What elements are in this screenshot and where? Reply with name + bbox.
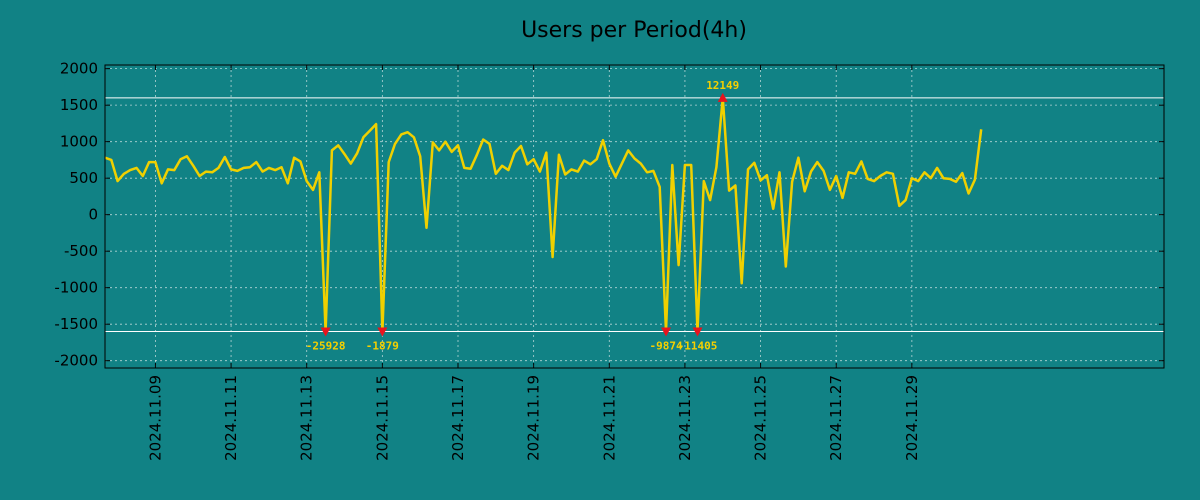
y-axis: 2000 1500 1000 500 0 -500 -1000 -1500 -2000: [54, 60, 1164, 370]
y-tick-label: -1000: [54, 279, 98, 297]
x-tick-label: 2024.11.15: [373, 375, 391, 461]
plot-frame: [104, 64, 1165, 369]
annotation-label: -25928: [306, 339, 346, 352]
x-axis: 2024.11.09 2024.11.11 2024.11.13 2024.11.15…: [146, 65, 921, 461]
y-tick-label: 1000: [60, 133, 98, 151]
x-tick-label: 2024.11.17: [449, 375, 467, 461]
x-tick-label: 2024.11.21: [600, 375, 618, 461]
annotation-label: -1879: [366, 339, 399, 352]
x-tick-label: 2024.11.13: [298, 375, 316, 461]
y-tick-label: 500: [69, 169, 98, 187]
annotations: -25928 -1879 -9874-11405 12149: [306, 79, 740, 353]
x-tick-label: 2024.11.23: [676, 375, 694, 461]
y-tick-label: 1500: [60, 96, 98, 114]
grid: [105, 65, 1164, 368]
x-tick-label: 2024.11.27: [827, 375, 845, 461]
y-tick-label: -500: [64, 242, 98, 260]
annotation-marker: [320, 327, 331, 337]
series-group: [104, 96, 983, 333]
annotation-marker: [692, 327, 703, 337]
y-tick-label: -2000: [54, 352, 98, 370]
annotation-marker: [377, 327, 388, 337]
y-tick-label: 0: [88, 206, 98, 224]
annotation-label: -11405: [678, 339, 718, 352]
annotation-marker: [661, 327, 672, 337]
series-line: [104, 96, 983, 333]
x-tick-label: 2024.11.19: [525, 375, 543, 461]
x-tick-label: 2024.11.11: [222, 375, 240, 461]
chart-title: Users per Period(4h): [521, 18, 747, 43]
x-tick-label: 2024.11.25: [752, 375, 770, 461]
annotation-marker: [717, 92, 728, 102]
y-tick-label: -1500: [54, 315, 98, 333]
annotation-label: 12149: [706, 79, 739, 92]
x-tick-label: 2024.11.29: [903, 375, 921, 461]
clip-lines: [105, 97, 1164, 332]
annotation-label: -9874: [649, 339, 682, 352]
x-tick-label: 2024.11.09: [146, 375, 164, 461]
y-tick-label: 2000: [60, 60, 98, 78]
